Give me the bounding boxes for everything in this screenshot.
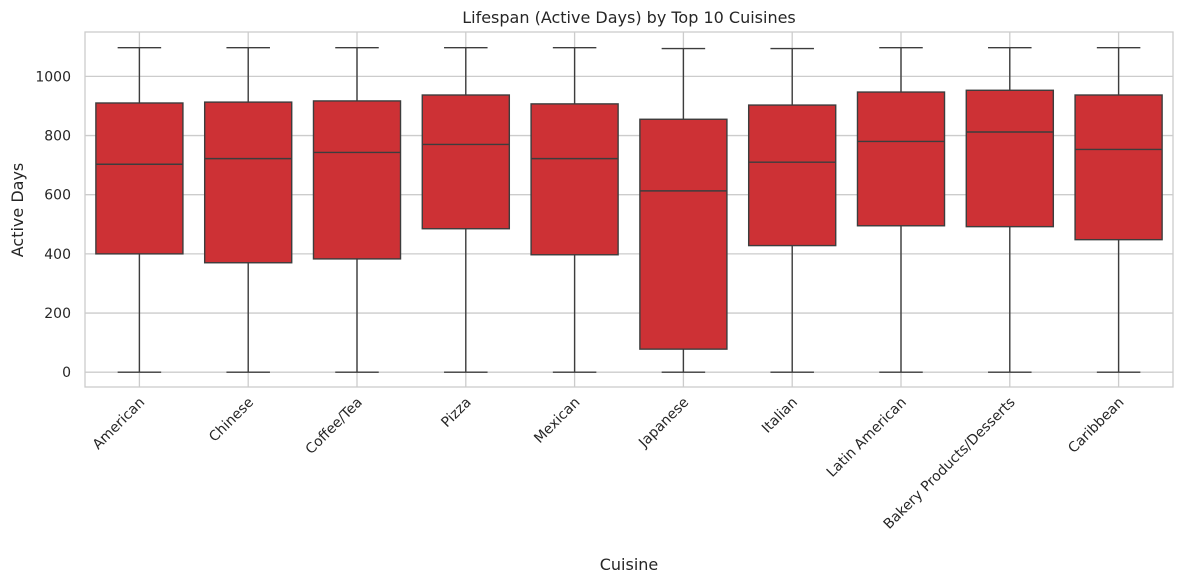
box-coffee-tea bbox=[312, 46, 402, 373]
y-tick-label: 400 bbox=[44, 247, 71, 263]
x-tick-label: Coffee/Tea bbox=[303, 395, 366, 458]
x-tick-label: American bbox=[90, 395, 148, 453]
plot-frame bbox=[84, 31, 1174, 388]
iqr-box bbox=[312, 100, 402, 260]
iqr-box bbox=[421, 94, 511, 230]
y-tick-label: 800 bbox=[44, 129, 71, 145]
box-american bbox=[95, 46, 184, 373]
y-tick-label: 200 bbox=[44, 306, 71, 322]
x-tick-label: Caribbean bbox=[1065, 395, 1127, 457]
iqr-box bbox=[747, 104, 837, 247]
box-japanese bbox=[639, 47, 728, 373]
box-pizza bbox=[421, 46, 511, 373]
x-tick-label: Japanese bbox=[635, 395, 692, 452]
iqr-box bbox=[639, 118, 728, 350]
x-axis-label: Cuisine bbox=[600, 555, 659, 574]
x-tick-label: Mexican bbox=[531, 395, 583, 447]
box-latin-american bbox=[856, 46, 946, 373]
y-axis-ticks: 0 200 400 600 800 1000 bbox=[35, 69, 71, 381]
iqr-box bbox=[203, 101, 293, 264]
iqr-box bbox=[1074, 94, 1163, 241]
x-tick-label: Italian bbox=[759, 395, 801, 437]
x-tick-label: Chinese bbox=[206, 395, 257, 446]
y-axis-label: Active Days bbox=[8, 163, 27, 258]
box-bakery-products-desserts bbox=[965, 46, 1055, 373]
box-italian bbox=[747, 47, 837, 373]
x-tick-label: Bakery Products/Desserts bbox=[881, 395, 1019, 533]
x-tick-label: Latin American bbox=[824, 395, 910, 481]
box-caribbean bbox=[1074, 46, 1163, 373]
chart-title: Lifespan (Active Days) by Top 10 Cuisine… bbox=[462, 8, 796, 27]
y-tick-label: 600 bbox=[44, 188, 71, 204]
box-mexican bbox=[530, 46, 619, 373]
iqr-box bbox=[965, 89, 1055, 228]
box-series bbox=[95, 46, 1163, 373]
iqr-box bbox=[95, 102, 184, 255]
box-chinese bbox=[203, 46, 293, 373]
y-tick-label: 0 bbox=[62, 365, 71, 381]
iqr-box bbox=[530, 103, 619, 256]
x-tick-label: Pizza bbox=[438, 395, 474, 431]
y-tick-label: 1000 bbox=[35, 69, 71, 85]
iqr-box bbox=[856, 91, 946, 227]
x-axis-ticks: American Chinese Coffee/Tea Pizza Mexican Jap… bbox=[90, 395, 1128, 533]
